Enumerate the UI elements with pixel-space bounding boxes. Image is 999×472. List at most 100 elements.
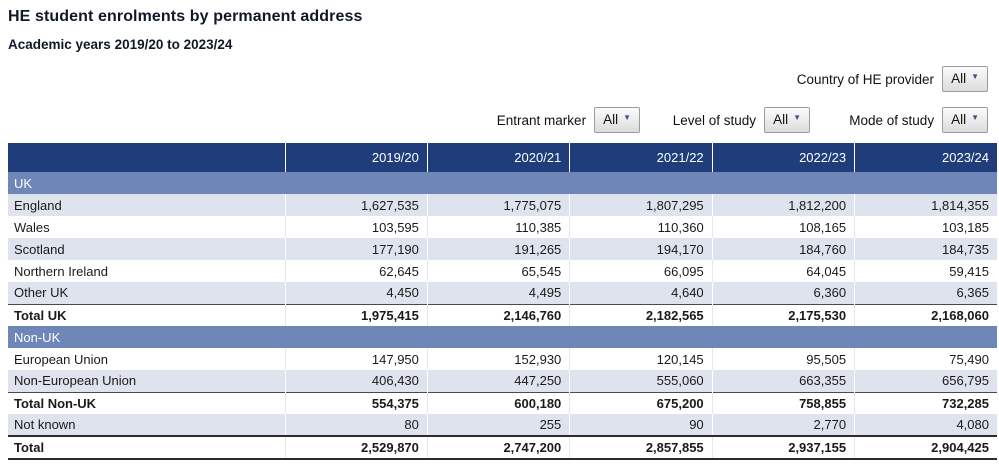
table-row: Wales 103,595 110,385 110,360 108,165 103,185 [8, 216, 997, 238]
value-cell: 191,265 [426, 238, 570, 260]
value-cell: 600,180 [426, 391, 570, 414]
value-cell: 75,490 [854, 348, 997, 370]
value-cell: 255 [426, 414, 570, 436]
page-title: HE student enrolments by permanent addre… [8, 8, 363, 25]
value-cell: 108,165 [711, 216, 855, 238]
row-label: Total UK [8, 303, 285, 326]
value-cell: 80 [284, 414, 428, 436]
table-row: Other UK 4,450 4,495 4,640 6,360 6,365 [8, 282, 997, 304]
value-cell: 2,857,855 [569, 435, 713, 460]
value-cell: 732,285 [854, 391, 997, 414]
value-cell: 90 [569, 414, 713, 436]
value-cell: 406,430 [284, 370, 428, 392]
value-cell: 59,415 [854, 260, 997, 282]
value-cell: 663,355 [711, 370, 855, 392]
filter-entrant-value: All [603, 112, 619, 127]
table-body: UK England 1,627,535 1,775,075 1,807,295 1,81… [8, 172, 997, 460]
filter-mode-dropdown[interactable]: All ▼ [942, 107, 988, 133]
corner-header-cell [8, 143, 285, 172]
row-label: Scotland [14, 241, 65, 257]
value-cell: 447,250 [426, 370, 570, 392]
table-row: Total 2,529,870 2,747,200 2,857,855 2,937,15… [8, 435, 997, 460]
section-band-label: Non-UK [8, 326, 997, 348]
chevron-down-icon: ▼ [623, 112, 631, 122]
value-cell: 110,385 [426, 216, 570, 238]
table-row: Total UK 1,975,415 2,146,760 2,182,565 2,175… [8, 303, 997, 326]
value-cell: 184,735 [854, 238, 997, 260]
value-cell: 2,937,155 [711, 435, 855, 460]
value-cell: 66,095 [569, 260, 713, 282]
value-cell: 194,170 [569, 238, 713, 260]
row-label: Total Non-UK [8, 391, 285, 414]
section-band-row: UK [8, 172, 997, 194]
table-header-row: 2019/20 2020/21 2021/22 2022/23 2023/24 [8, 143, 997, 172]
filter-level-dropdown[interactable]: All ▼ [764, 107, 810, 133]
filter-entrant-dropdown[interactable]: All ▼ [594, 107, 640, 133]
row-label: Northern Ireland [14, 263, 108, 279]
filter-level-of-study: Level of study All ▼ [673, 107, 810, 133]
row-label: European Union [14, 351, 108, 367]
filter-country-value: All [951, 71, 967, 86]
filter-entrant-marker: Entrant marker All ▼ [497, 107, 640, 133]
value-cell: 177,190 [284, 238, 428, 260]
filter-country-of-he-provider: Country of HE provider All ▼ [797, 66, 988, 92]
year-column-header: 2023/24 [854, 143, 997, 172]
value-cell: 184,760 [711, 238, 855, 260]
value-cell: 2,175,530 [711, 303, 855, 326]
table-row: Northern Ireland 62,645 65,545 66,095 64,045… [8, 260, 997, 282]
value-cell: 1,775,075 [426, 194, 570, 216]
value-cell: 1,807,295 [569, 194, 713, 216]
value-cell: 6,360 [711, 282, 855, 304]
value-cell: 110,360 [569, 216, 713, 238]
filter-level-label: Level of study [672, 112, 757, 128]
value-cell: 6,365 [854, 282, 997, 304]
table-row: England 1,627,535 1,775,075 1,807,295 1,812,… [8, 194, 997, 216]
year-column-header: 2021/22 [569, 143, 713, 172]
table-row: Not known 80 255 90 2,770 4,080 [8, 414, 997, 436]
year-column-header: 2022/23 [711, 143, 855, 172]
filter-entrant-label: Entrant marker [496, 112, 587, 128]
value-cell: 2,182,565 [569, 303, 713, 326]
value-cell: 2,770 [711, 414, 855, 436]
value-cell: 2,168,060 [854, 303, 997, 326]
filter-country-dropdown[interactable]: All ▼ [942, 66, 988, 92]
row-label: Wales [14, 219, 50, 235]
value-cell: 4,450 [284, 282, 428, 304]
value-cell: 554,375 [284, 391, 428, 414]
value-cell: 95,505 [711, 348, 855, 370]
value-cell: 62,645 [284, 260, 428, 282]
value-cell: 147,950 [284, 348, 428, 370]
value-cell: 2,904,425 [854, 435, 997, 460]
year-column-header: 2019/20 [284, 143, 428, 172]
filter-level-value: All [773, 112, 789, 127]
value-cell: 758,855 [711, 391, 855, 414]
value-cell: 65,545 [426, 260, 570, 282]
value-cell: 4,495 [426, 282, 570, 304]
section-band-label: UK [8, 172, 997, 194]
value-cell: 2,747,200 [426, 435, 570, 460]
value-cell: 2,529,870 [284, 435, 428, 460]
value-cell: 656,795 [854, 370, 997, 392]
filter-mode-of-study: Mode of study All ▼ [849, 107, 988, 133]
value-cell: 1,975,415 [284, 303, 428, 326]
value-cell: 120,145 [569, 348, 713, 370]
value-cell: 2,146,760 [426, 303, 570, 326]
filter-mode-value: All [951, 112, 967, 127]
filter-mode-label: Mode of study [849, 112, 935, 128]
filter-bar: Country of HE provider All ▼ Entrant mar… [0, 60, 999, 143]
chevron-down-icon: ▼ [793, 112, 801, 122]
value-cell: 555,060 [569, 370, 713, 392]
table-row: Non-European Union 406,430 447,250 555,060 6… [8, 370, 997, 392]
row-label: England [14, 197, 62, 213]
row-label: Other UK [14, 285, 69, 301]
section-band-row: Non-UK [8, 326, 997, 348]
chevron-down-icon: ▼ [971, 71, 979, 81]
value-cell: 1,627,535 [284, 194, 428, 216]
filter-country-label: Country of HE provider [796, 71, 935, 87]
value-cell: 103,185 [854, 216, 997, 238]
value-cell: 64,045 [711, 260, 855, 282]
value-cell: 152,930 [426, 348, 570, 370]
row-label: Total [8, 435, 285, 460]
value-cell: 675,200 [569, 391, 713, 414]
